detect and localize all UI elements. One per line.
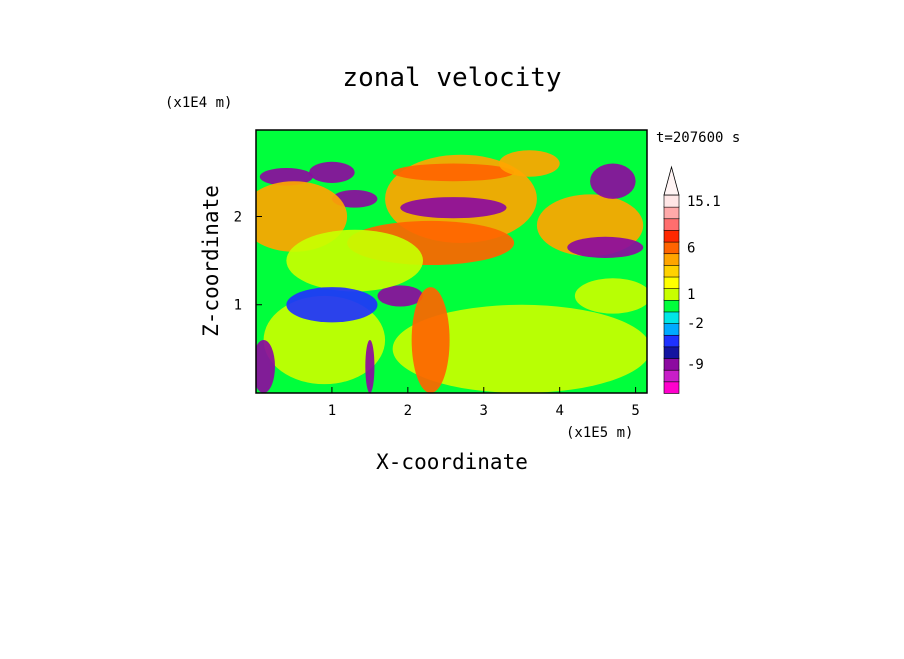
plot-area bbox=[256, 130, 647, 393]
contour-region bbox=[590, 163, 636, 199]
contour-region bbox=[309, 161, 355, 183]
contour-region bbox=[259, 167, 313, 186]
colorbar bbox=[663, 165, 680, 394]
colorbar-swatch bbox=[663, 357, 680, 371]
colorbar-level-label: 6 bbox=[687, 240, 695, 256]
x-tick-label: 4 bbox=[555, 403, 563, 419]
colorbar-swatch bbox=[663, 381, 680, 394]
colorbar-swatch bbox=[663, 241, 680, 255]
contour-region bbox=[286, 287, 378, 323]
contour-region bbox=[331, 190, 378, 208]
contour-region bbox=[567, 236, 644, 258]
x-axis-ticks: 1 2 3 4 5 bbox=[328, 387, 640, 419]
chart-title: zonal velocity bbox=[342, 63, 561, 93]
colorbar-level-label: -9 bbox=[687, 357, 704, 373]
x-tick-label: 1 bbox=[328, 403, 336, 419]
contour-region bbox=[392, 304, 647, 393]
colorbar-swatch bbox=[663, 287, 680, 301]
contour-region bbox=[411, 287, 450, 393]
colorbar-swatch bbox=[663, 252, 680, 266]
colorbar-swatch bbox=[663, 276, 680, 289]
colorbar-swatch bbox=[663, 334, 680, 348]
x-unit-label: (x1E5 m) bbox=[566, 425, 633, 441]
contour-region bbox=[400, 197, 507, 219]
y-tick-label: 1 bbox=[234, 298, 242, 314]
contour-region bbox=[498, 150, 560, 177]
contour-region bbox=[392, 163, 515, 182]
colorbar-swatch bbox=[663, 369, 680, 383]
colorbar-swatch bbox=[663, 322, 680, 336]
colorbar-level-label: 15.1 bbox=[687, 194, 721, 210]
x-tick-label: 5 bbox=[631, 403, 639, 419]
colorbar-swatch bbox=[663, 206, 680, 220]
contour-region bbox=[377, 285, 424, 307]
y-unit-label: (x1E4 m) bbox=[165, 95, 232, 111]
y-axis-ticks: 12 bbox=[234, 209, 262, 314]
contour-region bbox=[574, 278, 647, 314]
time-label: t=207600 s bbox=[656, 130, 740, 146]
contour-region bbox=[365, 340, 375, 393]
y-axis-title: Z-coordinate bbox=[199, 185, 223, 337]
colorbar-level-label: -2 bbox=[687, 316, 704, 332]
x-tick-label: 3 bbox=[480, 403, 488, 419]
y-tick-label: 2 bbox=[234, 209, 242, 225]
plot-frame bbox=[255, 129, 648, 394]
colorbar-labels: 15.1 6 1 -2 -9 bbox=[687, 194, 721, 373]
colorbar-swatch bbox=[663, 217, 680, 231]
colorbar-swatch bbox=[663, 194, 680, 208]
contour-region bbox=[286, 229, 424, 292]
colorbar-swatch bbox=[663, 229, 680, 243]
contour-region bbox=[256, 340, 275, 393]
colorbar-level-label: 1 bbox=[687, 287, 695, 303]
x-tick-label: 2 bbox=[404, 403, 412, 419]
x-axis-title: X-coordinate bbox=[376, 450, 528, 474]
colorbar-swatch bbox=[663, 311, 680, 324]
colorbar-swatch bbox=[663, 299, 680, 313]
colorbar-swatch bbox=[663, 346, 680, 359]
colorbar-swatch bbox=[663, 264, 680, 278]
colorbar-overflow-arrow bbox=[663, 165, 680, 196]
